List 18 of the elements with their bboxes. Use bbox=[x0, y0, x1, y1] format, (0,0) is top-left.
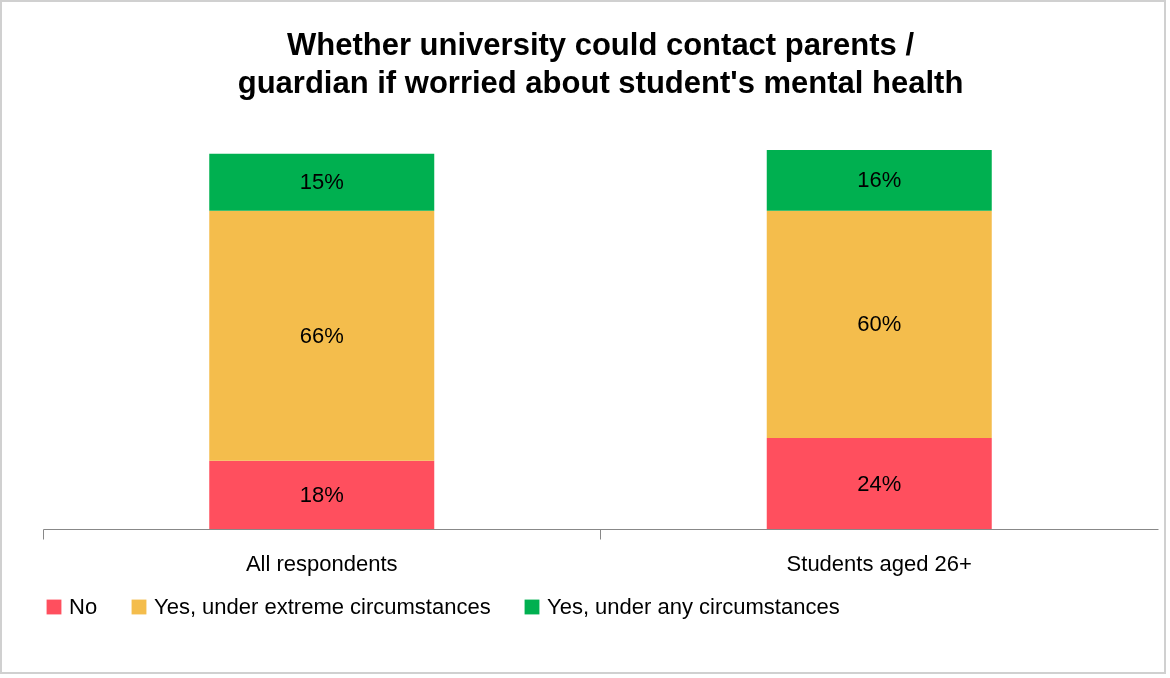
bar bbox=[209, 460, 435, 529]
legend-label: Yes, under extreme circumstances bbox=[154, 594, 491, 619]
x-tick-label: Students aged 26+ bbox=[786, 550, 972, 576]
data-label: 16% bbox=[857, 167, 902, 193]
bar bbox=[766, 150, 992, 211]
bar bbox=[209, 153, 435, 211]
data-label: 66% bbox=[299, 322, 344, 348]
data-label: 18% bbox=[299, 481, 344, 507]
bar bbox=[209, 210, 435, 461]
data-label: 24% bbox=[857, 470, 902, 496]
legend-label: No bbox=[69, 594, 98, 619]
bar bbox=[766, 210, 992, 439]
bar bbox=[766, 438, 992, 529]
legend-label: Yes, under any circumstances bbox=[547, 594, 840, 619]
x-tick-label: All respondents bbox=[245, 550, 398, 576]
chart-title: Whether university could contact parents / guardian if worried about student's mental health bbox=[237, 27, 964, 100]
data-label: 15% bbox=[299, 169, 344, 195]
data-label: 60% bbox=[857, 311, 902, 337]
